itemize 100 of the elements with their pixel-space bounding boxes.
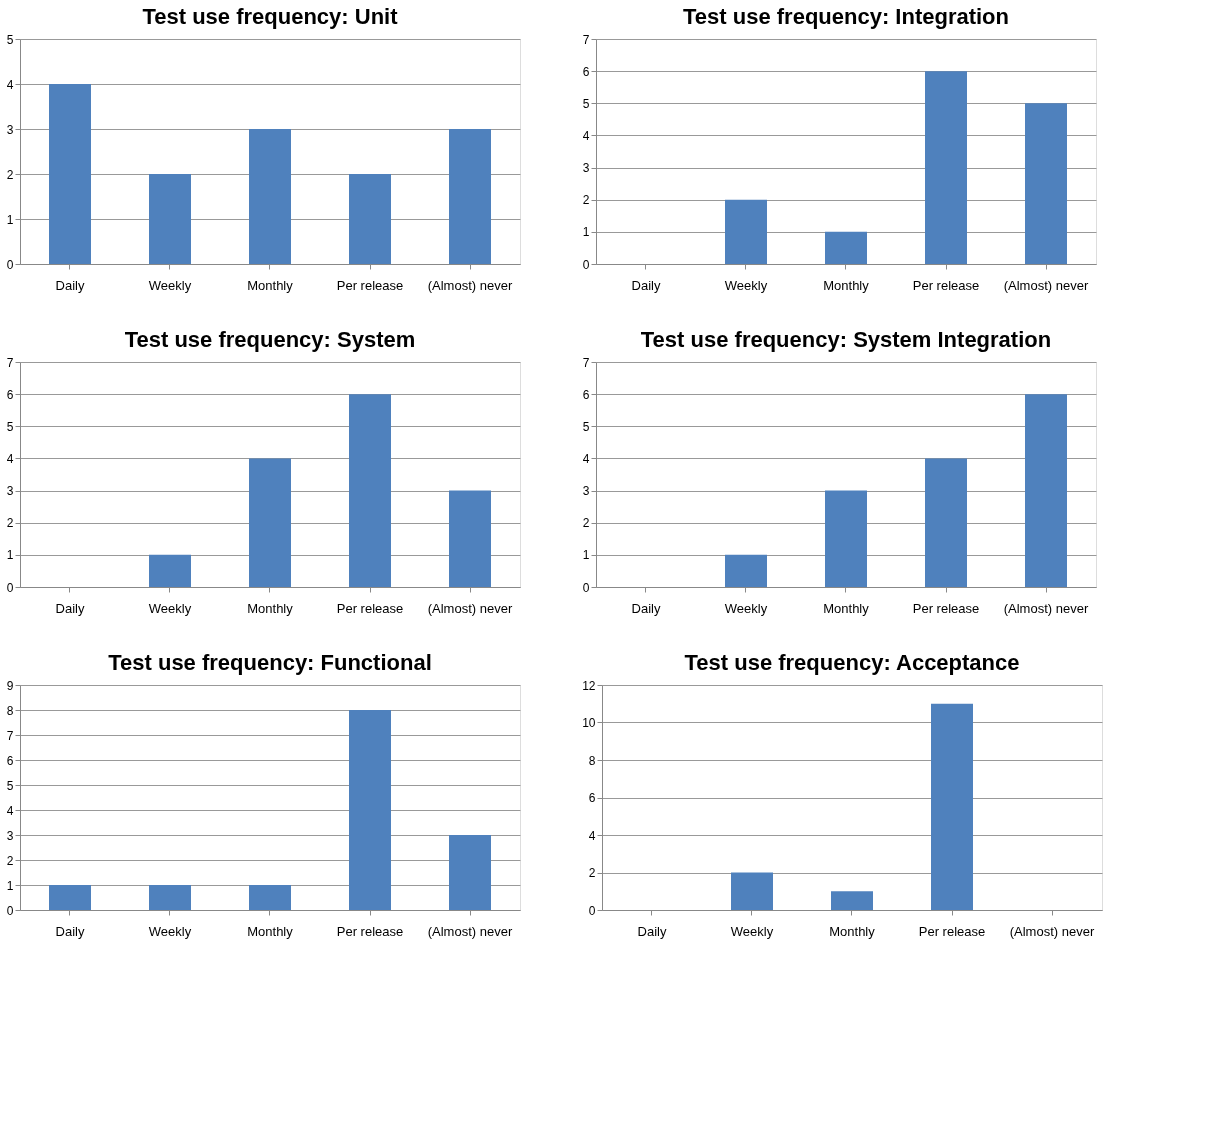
y-tick-label: 2 (6, 853, 14, 868)
y-tick-label: 2 (582, 193, 590, 208)
x-tick-label: Per release (336, 600, 404, 616)
bar (149, 554, 191, 587)
x-tick-label: Per release (912, 600, 980, 616)
y-tick-label: 6 (588, 791, 596, 805)
y-tick-label: 0 (588, 903, 596, 918)
y-tick-label: 6 (6, 387, 14, 402)
chart-title: Test use frequency: Functional (108, 650, 432, 675)
bar (49, 885, 91, 910)
y-tick-label: 3 (6, 122, 14, 137)
bar (931, 703, 973, 910)
y-tick-label: 0 (582, 257, 590, 272)
chart-title: Test use frequency: Unit (142, 4, 399, 29)
bar (49, 84, 91, 264)
y-tick-label: 3 (582, 484, 590, 499)
x-tick-label: (Almost) never (427, 600, 513, 616)
y-tick-label: 7 (6, 728, 14, 743)
y-tick-label: 2 (6, 167, 14, 182)
bar (249, 129, 291, 264)
y-tick-label: 5 (6, 32, 14, 47)
x-tick-label: Daily (55, 923, 85, 939)
bar (731, 872, 773, 910)
x-tick-label: (Almost) never (1009, 923, 1095, 939)
x-tick-label: Monthly (829, 923, 876, 939)
x-tick-label: Monthly (247, 600, 294, 616)
x-tick-label: Monthly (823, 600, 870, 616)
y-tick-label: 6 (582, 387, 590, 402)
bar (1025, 103, 1067, 264)
y-tick-label: 3 (6, 828, 14, 843)
x-tick-label: Weekly (724, 600, 768, 616)
y-tick-label: 0 (6, 257, 14, 272)
x-tick-label: Weekly (148, 923, 192, 939)
bar (449, 835, 491, 910)
bar (249, 458, 291, 587)
y-tick-label: 0 (582, 580, 590, 595)
y-tick-label: 1 (582, 225, 590, 240)
x-tick-label: Per release (918, 923, 986, 939)
y-tick-label: 4 (6, 77, 14, 92)
bar (349, 394, 391, 587)
x-tick-label: Daily (55, 277, 85, 293)
chart-title: Test use frequency: System Integration (640, 327, 1052, 352)
bar (825, 231, 867, 264)
y-tick-label: 8 (588, 753, 596, 768)
x-tick-label: Per release (912, 277, 980, 293)
bar (1025, 394, 1067, 587)
y-tick-label: 4 (582, 451, 590, 466)
y-tick-label: 5 (582, 419, 590, 434)
x-tick-label: Monthly (247, 277, 294, 293)
y-tick-label: 2 (582, 516, 590, 531)
y-tick-label: 0 (6, 580, 14, 595)
y-tick-label: 4 (582, 128, 590, 143)
bar (349, 710, 391, 910)
y-tick-label: 1 (6, 548, 14, 563)
x-tick-label: Weekly (148, 600, 192, 616)
y-tick-label: 3 (582, 161, 590, 176)
y-tick-label: 1 (6, 212, 14, 227)
y-tick-label: 4 (6, 451, 14, 466)
y-tick-label: 6 (582, 64, 590, 79)
bar (925, 71, 967, 264)
x-tick-label: Weekly (724, 277, 768, 293)
y-tick-label: 2 (6, 516, 14, 531)
y-tick-label: 0 (6, 903, 14, 918)
y-tick-label: 1 (6, 878, 14, 893)
y-tick-label: 6 (6, 753, 14, 768)
x-tick-label: Daily (637, 923, 667, 939)
y-tick-label: 12 (582, 678, 596, 693)
x-tick-label: Monthly (247, 923, 294, 939)
x-tick-label: Per release (336, 277, 404, 293)
bar (149, 174, 191, 264)
y-tick-label: 9 (6, 678, 14, 693)
x-tick-label: Weekly (148, 277, 192, 293)
bar (349, 174, 391, 264)
y-tick-label: 5 (6, 778, 14, 793)
y-tick-label: 7 (582, 355, 590, 370)
y-tick-label: 10 (582, 716, 596, 730)
y-tick-label: 2 (588, 866, 596, 880)
bar (449, 490, 491, 587)
y-tick-label: 1 (582, 548, 590, 563)
bar (725, 199, 767, 264)
bar (725, 554, 767, 587)
bar (825, 490, 867, 587)
x-tick-label: (Almost) never (1003, 277, 1089, 293)
bar (925, 458, 967, 587)
y-tick-label: 3 (6, 484, 14, 499)
chart-title: Test use frequency: System (124, 327, 416, 352)
y-tick-label: 5 (6, 419, 14, 434)
x-tick-label: Daily (631, 277, 661, 293)
x-tick-label: Daily (55, 600, 85, 616)
x-tick-label: Weekly (730, 923, 774, 939)
y-tick-label: 8 (6, 703, 14, 718)
bar (249, 885, 291, 910)
x-tick-label: Per release (336, 923, 404, 939)
bar (149, 885, 191, 910)
chart-title: Test use frequency: Acceptance (684, 650, 1020, 675)
y-tick-label: 4 (588, 828, 596, 843)
bar (449, 129, 491, 264)
x-tick-label: (Almost) never (1003, 600, 1089, 616)
y-tick-label: 4 (6, 803, 14, 818)
x-tick-label: (Almost) never (427, 277, 513, 293)
